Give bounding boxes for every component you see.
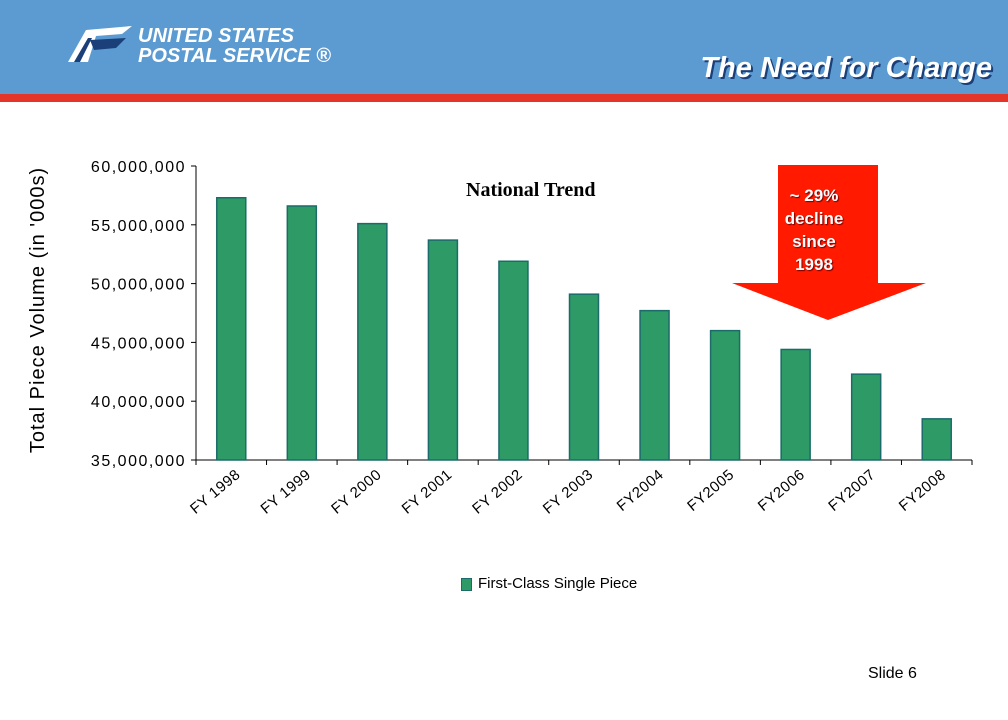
legend-swatch (461, 577, 472, 591)
x-tick-label: FY 2003 (540, 466, 597, 518)
x-tick-label: FY2006 (755, 466, 808, 515)
y-tick-label: 40,000,000 (91, 394, 186, 411)
org-name-line2: POSTAL SERVICE ® (138, 45, 331, 67)
decline-line-1: ~ 29% (789, 186, 839, 205)
x-tick-labels: FY 1998 FY 1999 FY 2000 FY 2001 FY 2002 FY 20… (187, 466, 949, 518)
bar (709, 329, 741, 461)
x-tick-label: FY 2002 (469, 466, 526, 518)
bar (216, 197, 247, 461)
bar (357, 222, 388, 461)
bar (286, 205, 318, 461)
x-tick-label: FY2008 (896, 466, 949, 515)
x-tick-label: FY 2000 (328, 466, 385, 518)
x-tick-label: FY2007 (825, 466, 878, 515)
y-axis-label: Total Piece Volume (in '000s) (27, 167, 49, 453)
x-tick-label: FY2005 (684, 466, 737, 515)
chart-bars (216, 197, 952, 461)
decline-line-2: decline (784, 209, 844, 228)
x-tick-label: FY 1998 (187, 466, 244, 518)
bar (498, 260, 529, 461)
slide-number: Slide 6 (868, 665, 917, 682)
bar (850, 373, 882, 461)
decline-line-4: 1998 (795, 255, 833, 274)
org-name: UNITED STATES POSTAL SERVICE ® (138, 26, 331, 66)
y-tick-label: 35,000,000 (91, 453, 186, 470)
y-tick-label: 55,000,000 (91, 218, 186, 235)
y-tick-label: 45,000,000 (91, 335, 186, 352)
header-accent-line (0, 94, 1008, 102)
decline-line-3: since (792, 232, 836, 251)
y-tick-labels: 35,000,000 40,000,000 45,000,000 50,000,000… (91, 159, 186, 470)
bar (427, 239, 459, 461)
y-tick-label: 60,000,000 (91, 159, 186, 176)
org-name-line1: UNITED STATES (138, 25, 294, 47)
bar (921, 418, 952, 461)
eagle-logo-icon (68, 26, 132, 62)
chart-legend: First-Class Single Piece (461, 575, 637, 592)
decline-annotation: ~ 29% decline since 1998 (772, 184, 856, 276)
bar-chart: 35,000,000 40,000,000 45,000,000 50,000,000… (27, 159, 973, 518)
x-tick-label: FY 1999 (258, 466, 315, 518)
decline-arrow (732, 165, 926, 320)
bar (780, 348, 811, 461)
national-trend-label: National Trend (466, 179, 596, 201)
header-bar (0, 0, 1008, 94)
slide-title: The Need for Change (700, 52, 992, 84)
legend-label: First-Class Single Piece (478, 575, 638, 592)
x-tick-label: FY2004 (614, 466, 667, 515)
y-tick-label: 50,000,000 (91, 277, 186, 294)
bar (568, 293, 600, 461)
x-tick-label: FY 2001 (399, 466, 456, 518)
bar (639, 309, 670, 461)
